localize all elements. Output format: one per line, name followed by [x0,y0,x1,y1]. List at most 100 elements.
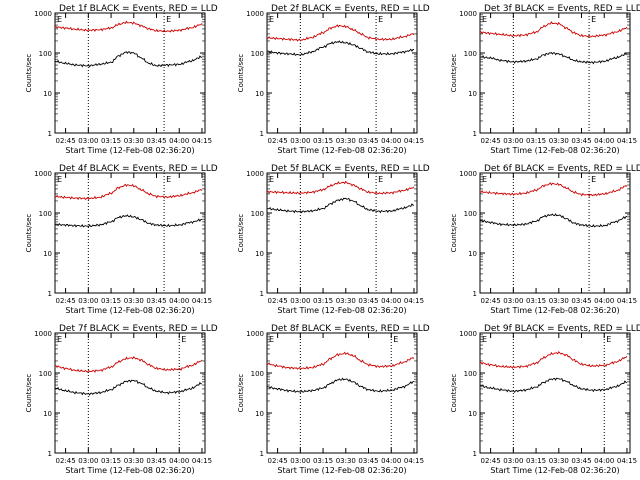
x-tick-label: 04:15 [404,137,424,145]
x-tick-label: 03:45 [571,297,591,305]
y-tick-label: 10 [43,90,52,98]
y-axis-label: Counts/sec [25,54,33,93]
chart-title: Det 6f BLACK = Events, RED = LLD [484,164,640,174]
x-tick-label: 04:15 [617,457,637,465]
x-axis-label: Start Time (12-Feb-08 02:36:20) [277,306,406,315]
x-tick-label: 02:45 [268,457,288,465]
x-tick-label: 03:30 [336,457,356,465]
lld-series-line [266,180,415,195]
plot-frame [54,12,206,134]
chart-title: Det 8f BLACK = Events, RED = LLD [271,324,430,334]
y-tick-label: 100 [464,50,477,58]
x-tick-label: 03:30 [549,137,569,145]
y-tick-label: 100 [39,370,52,378]
chart-title: Det 5f BLACK = Events, RED = LLD [271,164,430,174]
x-tick-label: 03:30 [124,457,144,465]
x-tick-label: 03:00 [78,137,98,145]
y-tick-label: 1000 [34,10,52,18]
y-tick-label: 100 [464,370,477,378]
x-tick-label: 03:00 [78,457,98,465]
chart-panel: Det 5f BLACK = Events, RED = LLD 1 10 100 10… [237,164,430,315]
marker-label-right: E [378,15,383,24]
x-tick-label: 03:45 [358,297,378,305]
marker-label-left: E [57,15,62,24]
y-axis-label: Counts/sec [237,214,245,253]
chart-title: Det 2f BLACK = Events, RED = LLD [271,4,430,14]
y-axis-label: Counts/sec [450,54,458,93]
x-axis-label: Start Time (12-Feb-08 02:36:20) [490,306,619,315]
plot-frame [54,172,206,294]
lld-series-line [479,20,628,38]
y-tick-label: 100 [464,210,477,218]
x-tick-label: 03:00 [503,297,523,305]
chart-panel: Det 6f BLACK = Events, RED = LLD 1 10 100 10… [450,164,640,315]
x-tick-label: 02:45 [56,297,76,305]
x-tick-label: 02:45 [56,457,76,465]
x-tick-label: 03:15 [313,137,333,145]
y-tick-label: 1 [260,130,264,138]
x-axis-label: Start Time (12-Feb-08 02:36:20) [277,146,406,155]
y-tick-label: 100 [251,210,264,218]
chart-panel: Det 1f BLACK = Events, RED = LLD 1 10 100 10… [25,4,218,155]
lld-series-line [479,182,628,197]
x-tick-label: 03:00 [290,297,310,305]
x-tick-label: 03:45 [571,137,591,145]
x-axis-label: Start Time (12-Feb-08 02:36:20) [65,146,194,155]
y-tick-label: 1 [473,130,477,138]
x-tick-label: 03:15 [313,457,333,465]
marker-label-left: E [482,175,487,184]
y-tick-label: 1000 [34,170,52,178]
chart-title: Det 3f BLACK = Events, RED = LLD [484,4,640,14]
x-tick-label: 04:00 [169,297,189,305]
events-series-line [266,377,415,393]
events-series-line [479,377,628,394]
x-tick-label: 04:00 [169,457,189,465]
x-tick-label: 03:15 [101,297,121,305]
y-axis-label: Counts/sec [450,374,458,413]
chart-panel: Det 9f BLACK = Events, RED = LLD 1 10 100 10… [450,324,640,475]
y-tick-label: 1 [260,450,264,458]
y-tick-label: 1000 [34,330,52,338]
events-series-line [266,40,415,57]
chart-panel: Det 2f BLACK = Events, RED = LLD 1 10 100 10… [237,4,430,155]
x-tick-label: 04:00 [381,457,401,465]
lld-series-line [266,24,415,42]
x-tick-label: 04:00 [381,137,401,145]
x-tick-label: 03:00 [290,137,310,145]
y-tick-label: 100 [39,50,52,58]
x-tick-label: 04:00 [169,137,189,145]
x-tick-label: 02:45 [268,297,288,305]
chart-title: Det 9f BLACK = Events, RED = LLD [484,324,640,334]
events-series-line [479,52,628,65]
x-tick-label: 03:15 [101,457,121,465]
chart-panel: Det 8f BLACK = Events, RED = LLD 1 10 100 10… [237,324,430,475]
x-tick-label: 04:15 [617,137,637,145]
chart-panel: Det 3f BLACK = Events, RED = LLD 1 10 100 10… [450,4,640,155]
x-axis-label: Start Time (12-Feb-08 02:36:20) [277,466,406,475]
y-tick-label: 10 [255,90,264,98]
x-tick-label: 03:15 [101,137,121,145]
y-tick-label: 10 [43,250,52,258]
x-tick-label: 03:45 [358,137,378,145]
plot-frame [266,12,418,134]
marker-label-left: E [482,335,487,344]
y-tick-label: 1 [48,130,52,138]
marker-label-left: E [269,175,274,184]
x-tick-label: 03:30 [549,457,569,465]
y-tick-label: 1000 [246,330,264,338]
marker-label-left: E [269,15,274,24]
x-tick-label: 03:45 [146,457,166,465]
chart-title: Det 4f BLACK = Events, RED = LLD [59,164,218,174]
marker-label-right: E [393,335,398,344]
marker-label-right: E [591,15,596,24]
marker-label-right: E [378,175,383,184]
y-axis-label: Counts/sec [237,374,245,413]
y-tick-label: 1 [473,290,477,298]
plot-frame [479,12,631,134]
x-tick-label: 03:30 [336,137,356,145]
x-tick-label: 03:30 [124,137,144,145]
lld-series-line [54,183,203,201]
y-axis-label: Counts/sec [25,214,33,253]
x-tick-label: 04:15 [404,457,424,465]
